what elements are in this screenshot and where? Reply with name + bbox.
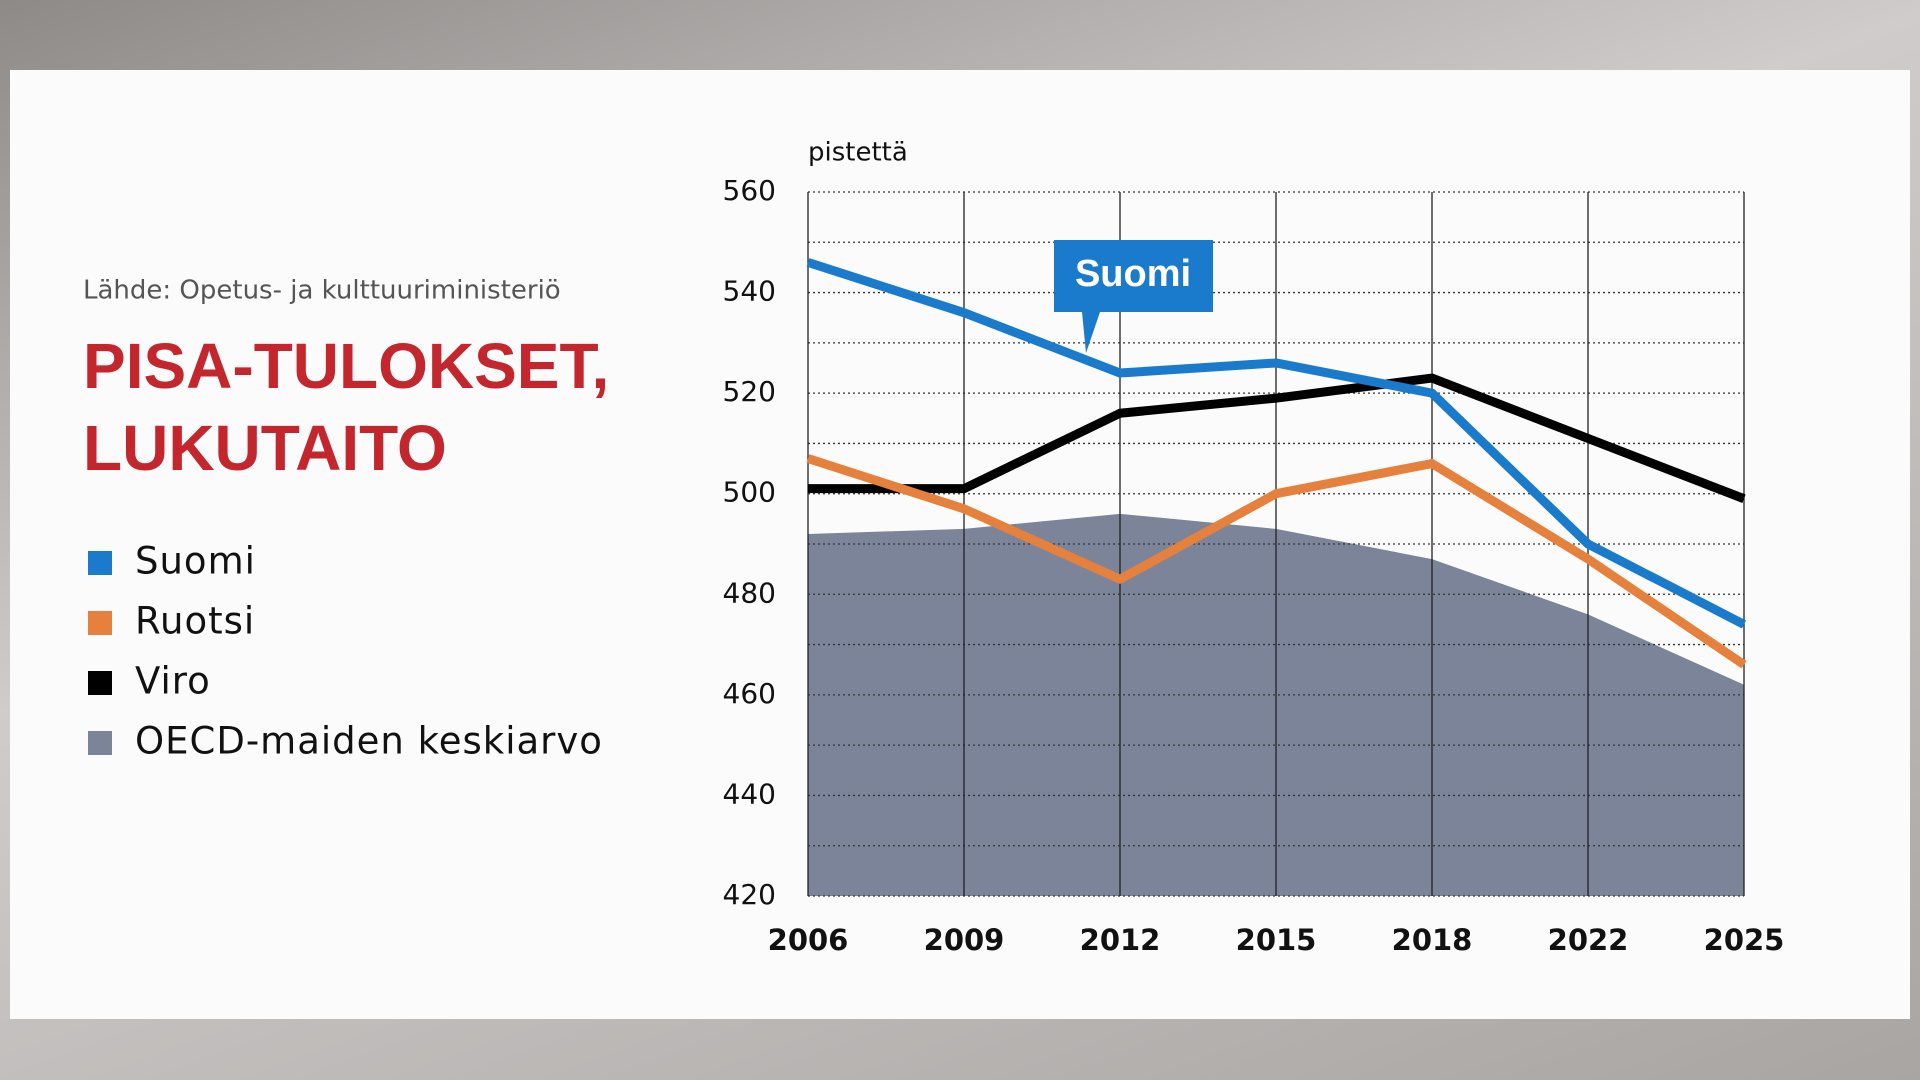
y-tick-label: 540	[723, 275, 776, 308]
legend-label: Ruotsi	[135, 600, 255, 643]
legend-swatch	[88, 671, 112, 695]
y-tick-label: 520	[723, 375, 776, 408]
x-tick-label: 2022	[1548, 923, 1629, 957]
line	[806, 454, 1747, 669]
legend-swatch	[88, 731, 112, 755]
callout-box	[1054, 240, 1213, 353]
legend-label: OECD-maiden keskiarvo	[135, 720, 603, 763]
source: Lähde: Opetus- ja kulttuuriministeriö	[83, 276, 561, 306]
y-tick-label: 420	[723, 878, 776, 911]
callout: Suomi	[1054, 240, 1213, 353]
chart-title: LUKUTAITO	[83, 412, 447, 484]
x-tick-label: 2006	[768, 923, 849, 957]
x-tick-label: 2025	[1704, 923, 1785, 957]
legend-swatch	[88, 611, 112, 635]
line	[806, 258, 1747, 629]
plot: 420 440 460 480 500 520 540 560 2006 2009 2012 2015…	[723, 174, 1785, 957]
chart-title: PISA-TULOKSET,	[83, 330, 609, 402]
x-tick-label: 2018	[1392, 923, 1473, 957]
y-axis-label: pistettä	[808, 138, 908, 168]
line	[808, 373, 1746, 503]
x-tick-label: 2009	[924, 923, 1005, 957]
callout-label: Suomi	[1075, 253, 1191, 295]
x-tick-label: 2015	[1236, 923, 1317, 957]
x-tick-label: 2012	[1080, 923, 1161, 957]
y-tick-label: 480	[723, 576, 776, 609]
y-tick-label: 460	[723, 677, 776, 710]
y-tick-label: 560	[723, 174, 776, 207]
legend-label: Suomi	[135, 540, 256, 583]
legend-label: Viro	[135, 660, 211, 703]
legend-swatch	[88, 551, 112, 575]
y-tick-label: 440	[723, 777, 776, 810]
y-tick-label: 500	[723, 476, 776, 509]
